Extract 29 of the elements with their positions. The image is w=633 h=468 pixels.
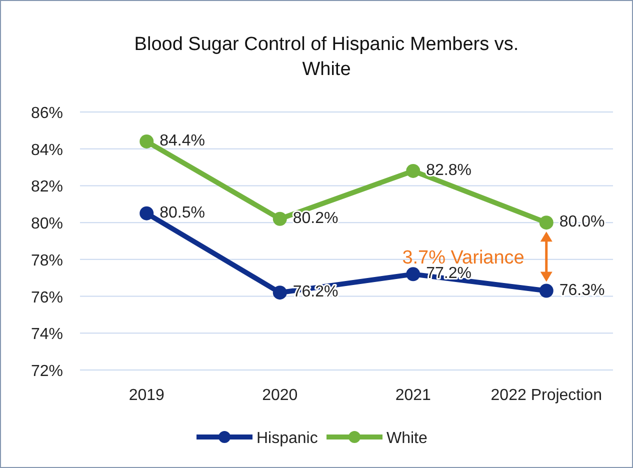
data-label: 80.0% <box>559 214 605 231</box>
x-tick-label: 2019 <box>128 387 165 404</box>
y-tick-label: 72% <box>30 363 63 380</box>
y-tick-label: 76% <box>30 289 63 306</box>
point <box>140 206 154 220</box>
point <box>406 267 420 282</box>
point <box>140 134 154 148</box>
data-label: 80.2% <box>292 210 338 227</box>
y-tick-label: 80% <box>30 216 63 233</box>
point <box>272 212 287 226</box>
y-tick-label: 86% <box>30 105 63 122</box>
point <box>272 286 287 300</box>
y-tick-label: 82% <box>30 178 63 196</box>
data-label: 76.3% <box>559 282 605 299</box>
y-tick-label: 78% <box>30 252 63 270</box>
y-tick-label: 84% <box>30 142 63 159</box>
y-tick-label: 74% <box>30 326 63 344</box>
chart-title: Blood Sugar Control of Hispanic Members vs. White <box>134 34 519 80</box>
point <box>406 164 420 178</box>
data-label: 84.4% <box>160 132 205 150</box>
legend-label: White <box>386 430 428 447</box>
x-tick-label: 2022 Projection <box>490 387 602 404</box>
data-label: 80.5% <box>160 204 205 222</box>
x-tick-label: 2020 <box>262 387 298 404</box>
x-tick-label: 2021 <box>395 387 432 404</box>
point <box>539 216 554 230</box>
point <box>539 284 554 298</box>
legend-label: Hispanic <box>256 430 318 447</box>
data-label: 82.8% <box>426 162 472 179</box>
